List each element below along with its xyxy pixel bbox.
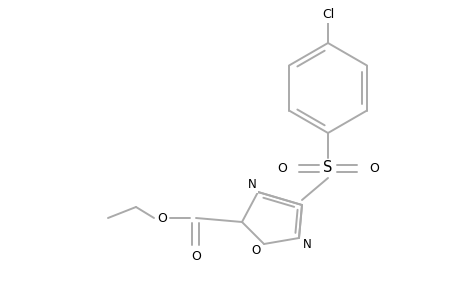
Text: S: S <box>323 160 332 175</box>
Text: O: O <box>368 161 378 175</box>
Text: N: N <box>247 178 256 191</box>
Text: N: N <box>302 238 311 250</box>
Text: O: O <box>157 212 167 224</box>
Text: Cl: Cl <box>321 8 333 22</box>
Text: O: O <box>251 244 260 257</box>
Text: O: O <box>276 161 286 175</box>
Text: O: O <box>190 250 201 263</box>
